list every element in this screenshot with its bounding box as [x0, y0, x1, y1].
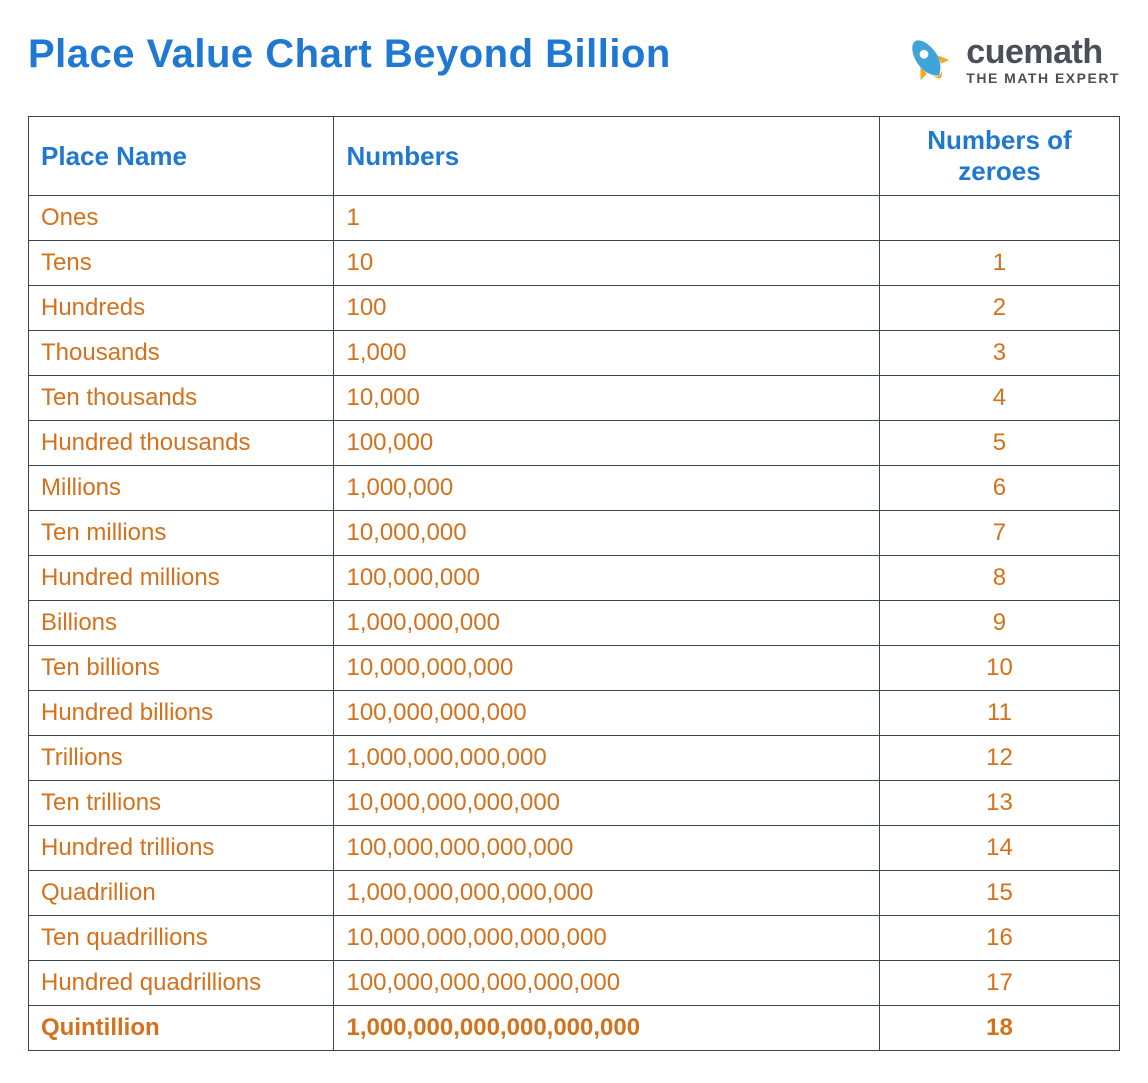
- cell-place: Hundreds: [29, 286, 334, 331]
- col-header-place: Place Name: [29, 117, 334, 196]
- logo-text: cuemath THE MATH EXPERT: [966, 35, 1120, 85]
- cell-number: 10,000,000,000,000,000: [334, 916, 880, 961]
- cell-zeroes: 7: [879, 511, 1119, 556]
- cell-number: 1,000,000: [334, 466, 880, 511]
- table-row: Ten trillions10,000,000,000,00013: [29, 781, 1120, 826]
- cell-number: 100,000,000,000: [334, 691, 880, 736]
- table-row: Trillions1,000,000,000,00012: [29, 736, 1120, 781]
- cell-zeroes: 6: [879, 466, 1119, 511]
- cell-zeroes: 5: [879, 421, 1119, 466]
- table-row: Hundreds1002: [29, 286, 1120, 331]
- cell-zeroes: 15: [879, 871, 1119, 916]
- cell-place: Thousands: [29, 331, 334, 376]
- cell-place: Quintillion: [29, 1006, 334, 1051]
- table-row: Ten thousands10,0004: [29, 376, 1120, 421]
- cell-number: 10,000: [334, 376, 880, 421]
- cell-number: 1,000,000,000,000,000,000: [334, 1006, 880, 1051]
- table-row: Quintillion1,000,000,000,000,000,00018: [29, 1006, 1120, 1051]
- table-row: Hundred trillions100,000,000,000,00014: [29, 826, 1120, 871]
- cell-zeroes: 1: [879, 241, 1119, 286]
- cell-number: 100,000,000,000,000: [334, 826, 880, 871]
- cell-place: Ten millions: [29, 511, 334, 556]
- cell-place: Ten trillions: [29, 781, 334, 826]
- cell-number: 10,000,000,000: [334, 646, 880, 691]
- brand-logo: cuemath THE MATH EXPERT: [900, 32, 1120, 88]
- cell-place: Ones: [29, 196, 334, 241]
- cell-number: 100: [334, 286, 880, 331]
- cell-zeroes: 9: [879, 601, 1119, 646]
- table-row: Hundred billions100,000,000,00011: [29, 691, 1120, 736]
- logo-sub-text: THE MATH EXPERT: [966, 71, 1120, 85]
- cell-zeroes: 2: [879, 286, 1119, 331]
- cell-number: 100,000,000,000,000,000: [334, 961, 880, 1006]
- cell-zeroes: 8: [879, 556, 1119, 601]
- cell-place: Ten thousands: [29, 376, 334, 421]
- table-row: Hundred thousands100,0005: [29, 421, 1120, 466]
- table-row: Ten billions10,000,000,00010: [29, 646, 1120, 691]
- cell-number: 100,000,000: [334, 556, 880, 601]
- col-header-zeroes: Numbers of zeroes: [879, 117, 1119, 196]
- cell-zeroes: 4: [879, 376, 1119, 421]
- table-row: Ones1: [29, 196, 1120, 241]
- cell-number: 10,000,000,000,000: [334, 781, 880, 826]
- table-row: Thousands1,0003: [29, 331, 1120, 376]
- table-row: Tens101: [29, 241, 1120, 286]
- cell-place: Ten billions: [29, 646, 334, 691]
- cell-zeroes: 11: [879, 691, 1119, 736]
- cell-number: 1: [334, 196, 880, 241]
- table-row: Billions1,000,000,0009: [29, 601, 1120, 646]
- cell-zeroes: 13: [879, 781, 1119, 826]
- cell-place: Tens: [29, 241, 334, 286]
- cell-number: 1,000: [334, 331, 880, 376]
- cell-place: Hundred thousands: [29, 421, 334, 466]
- place-value-table: Place Name Numbers Numbers of zeroes One…: [28, 116, 1120, 1051]
- cell-number: 100,000: [334, 421, 880, 466]
- col-header-numbers: Numbers: [334, 117, 880, 196]
- cell-zeroes: 18: [879, 1006, 1119, 1051]
- table-row: Ten millions10,000,0007: [29, 511, 1120, 556]
- cell-number: 1,000,000,000,000,000: [334, 871, 880, 916]
- cell-place: Billions: [29, 601, 334, 646]
- logo-main-text: cuemath: [966, 35, 1120, 69]
- header: Place Value Chart Beyond Billion cuemath…: [28, 32, 1120, 88]
- cell-place: Hundred millions: [29, 556, 334, 601]
- cell-zeroes: [879, 196, 1119, 241]
- cell-number: 10: [334, 241, 880, 286]
- cell-place: Trillions: [29, 736, 334, 781]
- cell-place: Quadrillion: [29, 871, 334, 916]
- table-row: Quadrillion1,000,000,000,000,00015: [29, 871, 1120, 916]
- table-row: Millions1,000,0006: [29, 466, 1120, 511]
- cell-number: 1,000,000,000: [334, 601, 880, 646]
- cell-place: Hundred billions: [29, 691, 334, 736]
- cell-zeroes: 3: [879, 331, 1119, 376]
- cell-zeroes: 12: [879, 736, 1119, 781]
- table-row: Ten quadrillions10,000,000,000,000,00016: [29, 916, 1120, 961]
- cell-zeroes: 14: [879, 826, 1119, 871]
- cell-place: Hundred trillions: [29, 826, 334, 871]
- cell-zeroes: 17: [879, 961, 1119, 1006]
- cell-place: Millions: [29, 466, 334, 511]
- cell-zeroes: 16: [879, 916, 1119, 961]
- cell-place: Ten quadrillions: [29, 916, 334, 961]
- cell-zeroes: 10: [879, 646, 1119, 691]
- table-row: Hundred millions100,000,0008: [29, 556, 1120, 601]
- rocket-icon: [900, 32, 956, 88]
- cell-number: 10,000,000: [334, 511, 880, 556]
- cell-number: 1,000,000,000,000: [334, 736, 880, 781]
- page-title: Place Value Chart Beyond Billion: [28, 32, 671, 77]
- table-header-row: Place Name Numbers Numbers of zeroes: [29, 117, 1120, 196]
- cell-place: Hundred quadrillions: [29, 961, 334, 1006]
- table-body: Ones1Tens101Hundreds1002Thousands1,0003T…: [29, 196, 1120, 1051]
- table-row: Hundred quadrillions100,000,000,000,000,…: [29, 961, 1120, 1006]
